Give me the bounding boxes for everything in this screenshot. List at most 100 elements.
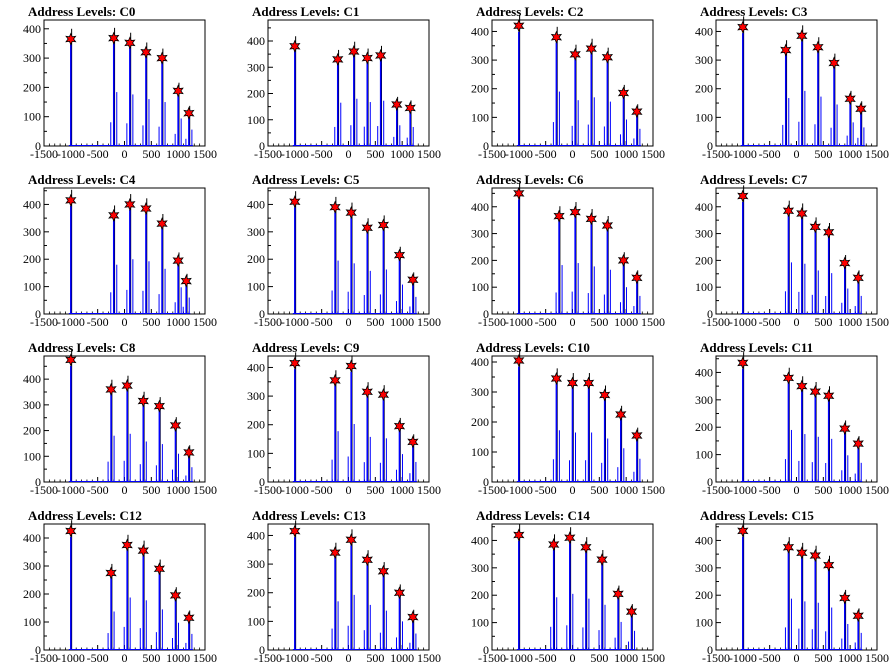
y-tick-label: 200: [471, 588, 489, 602]
peak-marker: [407, 273, 419, 287]
y-tick-label: 200: [23, 80, 41, 94]
x-tick-label: 1500: [193, 651, 217, 665]
peak-marker: [377, 218, 390, 232]
x-tick-label: -500: [311, 483, 333, 497]
peak-marker: [407, 610, 419, 624]
y-tick-label: 200: [695, 588, 713, 602]
y-tick-label: 400: [695, 365, 713, 379]
chart-panel: Address Levels: C13 0 100 200 300 400 -1500 -10…: [224, 504, 448, 672]
peak-marker: [65, 524, 77, 538]
chart-panel: Address Levels: C3 0 100 200 300 400 -1500 -100…: [672, 0, 896, 168]
x-tick-label: 0: [570, 483, 576, 497]
peak-marker: [108, 208, 120, 222]
peak-marker: [566, 376, 579, 390]
peak-marker: [361, 221, 373, 235]
y-tick-label: 400: [471, 24, 489, 38]
peak-marker: [625, 605, 638, 619]
chart-svg: 0 100 200 300 400 -1500-1000 -500 0 500 1000 1500: [23, 348, 217, 497]
peak-marker: [780, 43, 792, 57]
x-tick-label: 1000: [614, 315, 638, 329]
chart-panel: Address Levels: C8 0 100 200 300 400 -1500 -100…: [0, 336, 224, 504]
x-tick-label: -500: [535, 147, 557, 161]
x-tick-label: 1500: [641, 315, 665, 329]
chart-svg: 0 100 200 300 400 -1500-1000 -500 0 500 1000 1500: [471, 14, 665, 161]
peak-marker: [180, 274, 192, 288]
peak-marker: [105, 382, 117, 396]
x-tick-label: -1000: [57, 147, 85, 161]
peak-marker: [361, 385, 373, 399]
chart-svg: 0 100 200 300 400 -1500-1000 -500 0 500 1000 1500: [23, 187, 217, 329]
peak-marker: [393, 419, 406, 433]
peak-marker: [124, 36, 136, 50]
x-tick-label: -1000: [57, 651, 85, 665]
chart-svg: 0 100 200 300 400 -1500-1000 -500 0 500 1000 1500: [23, 520, 217, 665]
y-tick-label: 400: [23, 22, 41, 36]
chart-panel: Address Levels: C12 0 100 200 300 400 -1500 -10…: [0, 504, 224, 672]
x-tick-label: 1500: [417, 651, 441, 665]
peak-marker: [615, 407, 627, 422]
x-tick-label: 0: [122, 147, 128, 161]
peak-marker: [105, 566, 117, 580]
peak-marker: [332, 52, 344, 66]
x-tick-label: 1000: [838, 483, 862, 497]
y-tick-label: 0: [35, 307, 41, 321]
x-tick-label: 1000: [166, 147, 190, 161]
x-tick-label: 1500: [417, 147, 441, 161]
y-tick-label: 0: [259, 643, 265, 657]
x-tick-label: -500: [759, 147, 781, 161]
x-tick-label: 0: [346, 651, 352, 665]
x-tick-label: 500: [142, 147, 160, 161]
peak-marker: [823, 558, 835, 572]
y-tick-label: 400: [23, 197, 41, 211]
x-tick-label: 1500: [865, 651, 889, 665]
x-tick-label: 1000: [390, 315, 414, 329]
y-tick-label: 400: [695, 24, 713, 38]
peak-marker: [345, 533, 357, 547]
x-tick-label: 1500: [641, 651, 665, 665]
chart-svg: 0 100 200 300 400 -1500-1000 -500 0 500 1000 1500: [695, 16, 889, 161]
peak-marker: [140, 45, 152, 59]
x-tick-label: -1000: [57, 315, 85, 329]
x-tick-label: -1000: [729, 651, 757, 665]
x-tick-label: -500: [759, 315, 781, 329]
x-tick-label: -1500: [30, 651, 58, 665]
peak-marker: [289, 356, 301, 370]
x-tick-label: -500: [87, 147, 109, 161]
x-tick-label: -1500: [478, 147, 506, 161]
x-tick-label: -1500: [478, 483, 506, 497]
chart-svg: 0 100 200 300 400 -1500-1000 -500 0 500 1000 1500: [247, 187, 441, 329]
y-tick-label: 400: [247, 197, 265, 211]
y-tick-label: 100: [471, 445, 489, 459]
x-tick-label: 0: [570, 147, 576, 161]
peak-marker: [65, 193, 77, 207]
peak-marker: [345, 359, 357, 373]
chart-title: Address Levels: C3: [700, 4, 808, 19]
x-tick-label: 1000: [166, 651, 190, 665]
chart-title: Address Levels: C8: [28, 340, 136, 355]
peak-marker: [513, 528, 525, 542]
y-tick-label: 0: [35, 139, 41, 153]
chart-panel: Address Levels: C1 0 100 200 300 400 -1500 -100…: [224, 0, 448, 168]
peak-marker: [329, 373, 341, 387]
peak-marker: [513, 353, 525, 368]
x-tick-label: -500: [535, 315, 557, 329]
peak-marker: [121, 379, 133, 393]
peak-marker: [828, 56, 840, 70]
peak-marker: [289, 39, 301, 53]
chart-svg: 0 100 200 300 400 -1500-1000 -500 0 500 1000 1500: [247, 19, 441, 161]
x-tick-label: 1000: [614, 483, 638, 497]
chart-panel: Address Levels: C14 0 100 200 300 400 -1500 -10…: [448, 504, 672, 672]
peak-marker: [631, 271, 643, 285]
peak-marker: [582, 376, 595, 390]
peak-marker: [809, 548, 821, 563]
chart-title: Address Levels: C0: [28, 4, 136, 19]
x-tick-label: 1000: [838, 651, 862, 665]
plot-frame: [715, 187, 878, 315]
x-tick-label: -1500: [30, 483, 58, 497]
x-tick-label: -1500: [702, 651, 730, 665]
chart-panel: Address Levels: C15 0 100 200 300 400 -1500 -10…: [672, 504, 896, 672]
x-tick-label: -1500: [702, 483, 730, 497]
chart-title: Address Levels: C6: [476, 172, 584, 187]
peak-marker: [156, 51, 168, 65]
chart-svg: 0 100 200 300 400 -1500-1000 -500 0 500 1000 1500: [695, 185, 889, 329]
